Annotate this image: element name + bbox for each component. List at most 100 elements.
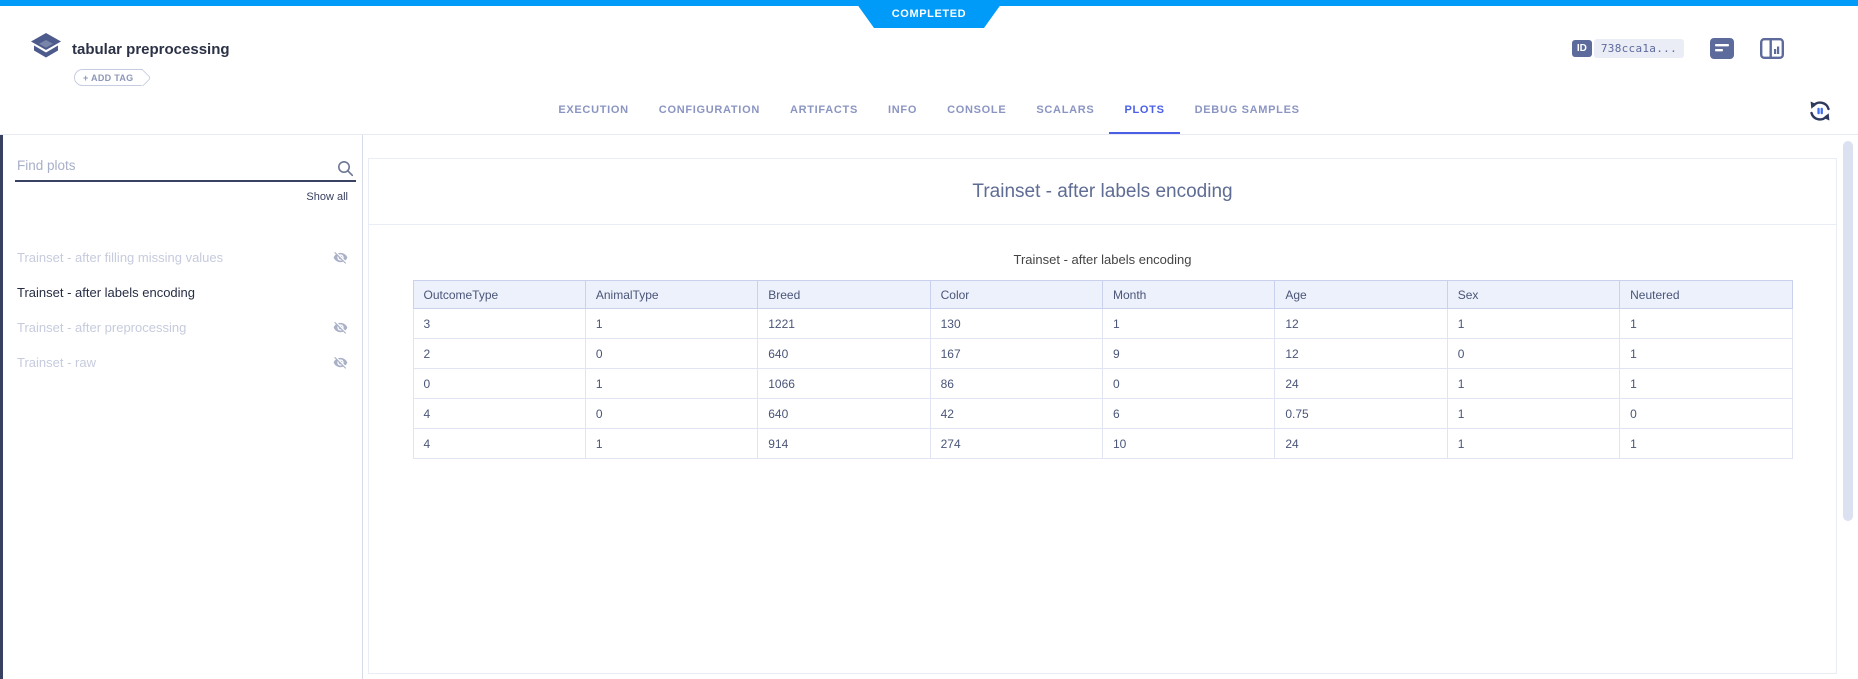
tab-console[interactable]: CONSOLE: [947, 104, 1007, 116]
table-row: 4 0 640 42 6 0.75 1 0: [412, 398, 1793, 429]
table-cell: 4: [412, 428, 586, 459]
table-cell: 130: [929, 308, 1104, 339]
plot-group-header: Trainset - after labels encoding: [369, 159, 1836, 225]
table-cell: 1066: [757, 368, 931, 399]
table-cell: 0: [584, 338, 759, 369]
show-all-link[interactable]: Show all: [306, 191, 348, 203]
plot-area: Trainset - after labels encoding Outcome…: [369, 252, 1836, 459]
plot-item-label: Trainset - after filling missing values: [17, 250, 224, 265]
eye-off-icon[interactable]: [333, 320, 348, 335]
table-row: 3 1 1221 130 1 12 1 1: [412, 308, 1793, 339]
table-cell: 0: [1619, 398, 1793, 429]
search-row: [15, 151, 356, 182]
table-header-cell-month: Month: [1101, 280, 1276, 309]
content-area: Show all Trainset - after filling missin…: [0, 135, 1858, 679]
table-cell: 0: [412, 368, 586, 399]
plot-item-label: Trainset - raw: [17, 355, 96, 370]
menu-icon[interactable]: [1810, 40, 1836, 57]
table-header-cell-color: Color: [929, 280, 1104, 309]
table-cell: 1: [1446, 308, 1621, 339]
table-cell: 24: [1274, 428, 1448, 459]
plots-sidebar: Show all Trainset - after filling missin…: [3, 135, 363, 679]
tab-debug-samples[interactable]: DEBUG SAMPLES: [1194, 104, 1300, 116]
plot-list-item-trainset-after-preprocessing[interactable]: Trainset - after preprocessing: [3, 310, 362, 345]
table-cell: 0: [584, 398, 759, 429]
eye-off-icon[interactable]: [333, 250, 348, 265]
table-cell: 640: [757, 398, 931, 429]
plot-list-item-trainset-after-filling-missing-values[interactable]: Trainset - after filling missing values: [3, 240, 362, 275]
table-header-cell-breed: Breed: [757, 280, 931, 309]
table-row: 0 1 1066 86 0 24 1 1: [412, 368, 1793, 399]
table-cell: 12: [1274, 338, 1448, 369]
plot-group-card: Trainset - after labels encoding Trainse…: [368, 158, 1837, 674]
table-cell: 42: [929, 398, 1104, 429]
vertical-scrollbar-thumb[interactable]: [1843, 141, 1853, 521]
table-header-cell-outcometype: OutcomeType: [412, 280, 586, 309]
table-row: 2 0 640 167 9 12 0 1: [412, 338, 1793, 369]
table-cell: 1: [1619, 428, 1793, 459]
tab-info[interactable]: INFO: [888, 104, 918, 116]
plot-group-title: Trainset - after labels encoding: [972, 180, 1233, 202]
plot-list: Trainset - after filling missing values T…: [3, 240, 362, 380]
table-cell: 0.75: [1274, 398, 1448, 429]
id-badge: ID: [1571, 40, 1592, 57]
table-cell: 12: [1274, 308, 1448, 339]
plot-item-label: Trainset - after preprocessing: [17, 320, 187, 335]
table-cell: 24: [1274, 368, 1448, 399]
id-value: 738cca1a...: [1593, 39, 1684, 58]
details-panel-icon[interactable]: [1710, 38, 1734, 59]
data-table: OutcomeType AnimalType Breed Color Month Age S…: [412, 280, 1793, 459]
header-actions: ID 738cca1a...: [1571, 38, 1836, 59]
table-cell: 1221: [757, 308, 931, 339]
plot-list-item-trainset-after-labels-encoding[interactable]: Trainset - after labels encoding: [3, 275, 362, 310]
table-cell: 4: [412, 398, 586, 429]
table-cell: 0: [1446, 338, 1621, 369]
table-cell: 1: [1619, 368, 1793, 399]
table-header-cell-age: Age: [1274, 280, 1448, 309]
table-header-cell-sex: Sex: [1446, 280, 1621, 309]
table-cell: 167: [929, 338, 1104, 369]
eye-off-icon[interactable]: [333, 355, 348, 370]
tab-configuration[interactable]: CONFIGURATION: [658, 104, 760, 116]
table-cell: 1: [1446, 398, 1621, 429]
left-edge-strip: [0, 135, 3, 679]
table-cell: 86: [929, 368, 1104, 399]
table-cell: 10: [1101, 428, 1276, 459]
tabs-bar: EXECUTION CONFIGURATION ARTIFACTS INFO CONSO…: [0, 88, 1858, 135]
table-cell: 6: [1101, 398, 1276, 429]
table-cell: 1: [1619, 308, 1793, 339]
tab-plots[interactable]: PLOTS: [1109, 88, 1180, 134]
add-tag-button[interactable]: + ADD TAG: [74, 69, 144, 86]
search-icon: [338, 161, 354, 177]
table-cell: 1: [1101, 308, 1276, 339]
table-cell: 274: [929, 428, 1104, 459]
status-badge-label: COMPLETED: [891, 8, 967, 20]
table-cell: 1: [1446, 428, 1621, 459]
experiment-icon: [31, 33, 61, 58]
split-view-icon[interactable]: [1760, 38, 1784, 59]
plot-list-item-trainset-raw[interactable]: Trainset - raw: [3, 345, 362, 380]
table-cell: 2: [412, 338, 586, 369]
plot-title: Trainset - after labels encoding: [1013, 252, 1192, 267]
experiment-id[interactable]: ID 738cca1a...: [1571, 39, 1684, 58]
experiment-header: tabular preprocessing + ADD TAG ID 738cc…: [0, 6, 1858, 88]
tab-execution[interactable]: EXECUTION: [558, 104, 629, 116]
table-cell: 914: [757, 428, 931, 459]
plot-item-label: Trainset - after labels encoding: [17, 285, 196, 300]
table-cell: 9: [1101, 338, 1276, 369]
auto-refresh-icon[interactable]: [1806, 97, 1834, 125]
search-input[interactable]: [15, 151, 356, 180]
tab-artifacts[interactable]: ARTIFACTS: [789, 104, 858, 116]
table-row: 4 1 914 274 10 24 1 1: [412, 428, 1793, 459]
table-header-cell-animaltype: AnimalType: [584, 280, 759, 309]
table-cell: 640: [757, 338, 931, 369]
tab-list: EXECUTION CONFIGURATION ARTIFACTS INFO CONSO…: [0, 88, 1858, 134]
table-cell: 1: [584, 428, 759, 459]
table-cell: 0: [1101, 368, 1276, 399]
table-header-cell-neutered: Neutered: [1619, 280, 1793, 309]
table-header-row: OutcomeType AnimalType Breed Color Month Age S…: [412, 280, 1793, 309]
table-cell: 1: [584, 368, 759, 399]
tab-scalars[interactable]: SCALARS: [1036, 104, 1095, 116]
status-badge: COMPLETED: [854, 0, 1004, 28]
